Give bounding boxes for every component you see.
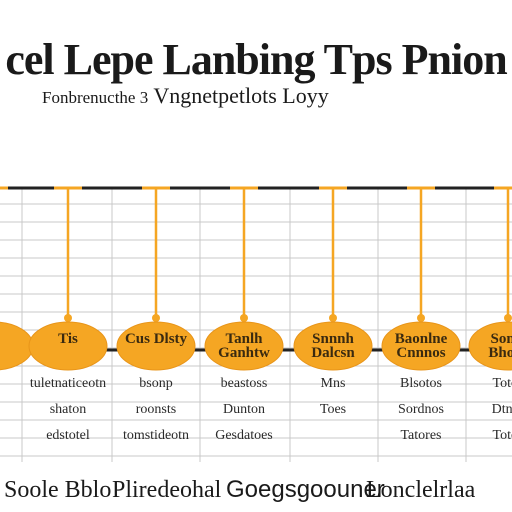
subtitle-part-2: Vngnetpetlots Loyy (153, 83, 329, 108)
page-subtitle: Fonbrenucthe 3 Vngnetpetlots Loyy (42, 82, 472, 112)
timeline-node (293, 321, 373, 371)
timeline-node (381, 321, 461, 371)
connector-stems (0, 186, 512, 322)
page-title: cel Lepe Lanbing Tps Pnion (5, 35, 507, 84)
node-row-label: Totos (492, 428, 512, 443)
stem-joint (417, 314, 425, 322)
stem-joint (240, 314, 248, 322)
footer-bar: Soole Bblo Pliredeohal Goegsgoouner Lonc… (0, 474, 512, 506)
node-row-label: beastoss (220, 376, 268, 391)
stem-joint (329, 314, 337, 322)
node-row-label: Toes (319, 402, 347, 417)
subtitle-part-1: Fonbrenucthe 3 (42, 88, 149, 107)
node-row-label: roonsts (135, 402, 177, 417)
node-row-label: bsonp (139, 376, 173, 391)
timeline-node (204, 321, 284, 371)
timeline-node (0, 321, 34, 371)
node-row-label: tuletnaticeotn (29, 376, 107, 391)
node-label: Baonlne Cnnnos (394, 332, 448, 360)
node-row-label: Dtnes (491, 402, 512, 417)
timeline-nodes (0, 321, 512, 371)
footer-item-4: Lonclelrlaa (366, 477, 476, 503)
node-row-label: Dunton (223, 402, 265, 417)
timeline-node (116, 321, 196, 371)
node-row-label: edstotel (46, 428, 90, 443)
node-label: Tis (58, 332, 78, 346)
node-label: Tanlh Ganhtw (218, 332, 270, 360)
footer-item-3: Goegsgoouner (226, 476, 385, 503)
stem-joint (64, 314, 72, 322)
node-label: Snnnh Dalcsn (311, 332, 355, 360)
footer-item-2: Pliredeohal (112, 477, 222, 503)
node-row-label: shaton (49, 402, 87, 417)
node-label: Cus Dlsty (124, 332, 188, 346)
timeline-node (28, 321, 108, 371)
timeline-node (468, 321, 512, 371)
node-row-label: Tatores (400, 428, 442, 443)
stem-joint (152, 314, 160, 322)
node-row-label: tomstideotn (122, 428, 190, 443)
node-row-label: Mns (320, 376, 346, 391)
node-label: Sonie Bhoce (488, 332, 512, 360)
node-row-label: Blsotos (399, 376, 442, 391)
node-row-label: Gesdatoes (215, 428, 273, 443)
footer-item-1: Soole Bblo (4, 477, 112, 503)
node-row-label: Sordnos (398, 402, 444, 417)
node-row-label: Totos (492, 376, 512, 391)
stem-joint (504, 314, 512, 322)
